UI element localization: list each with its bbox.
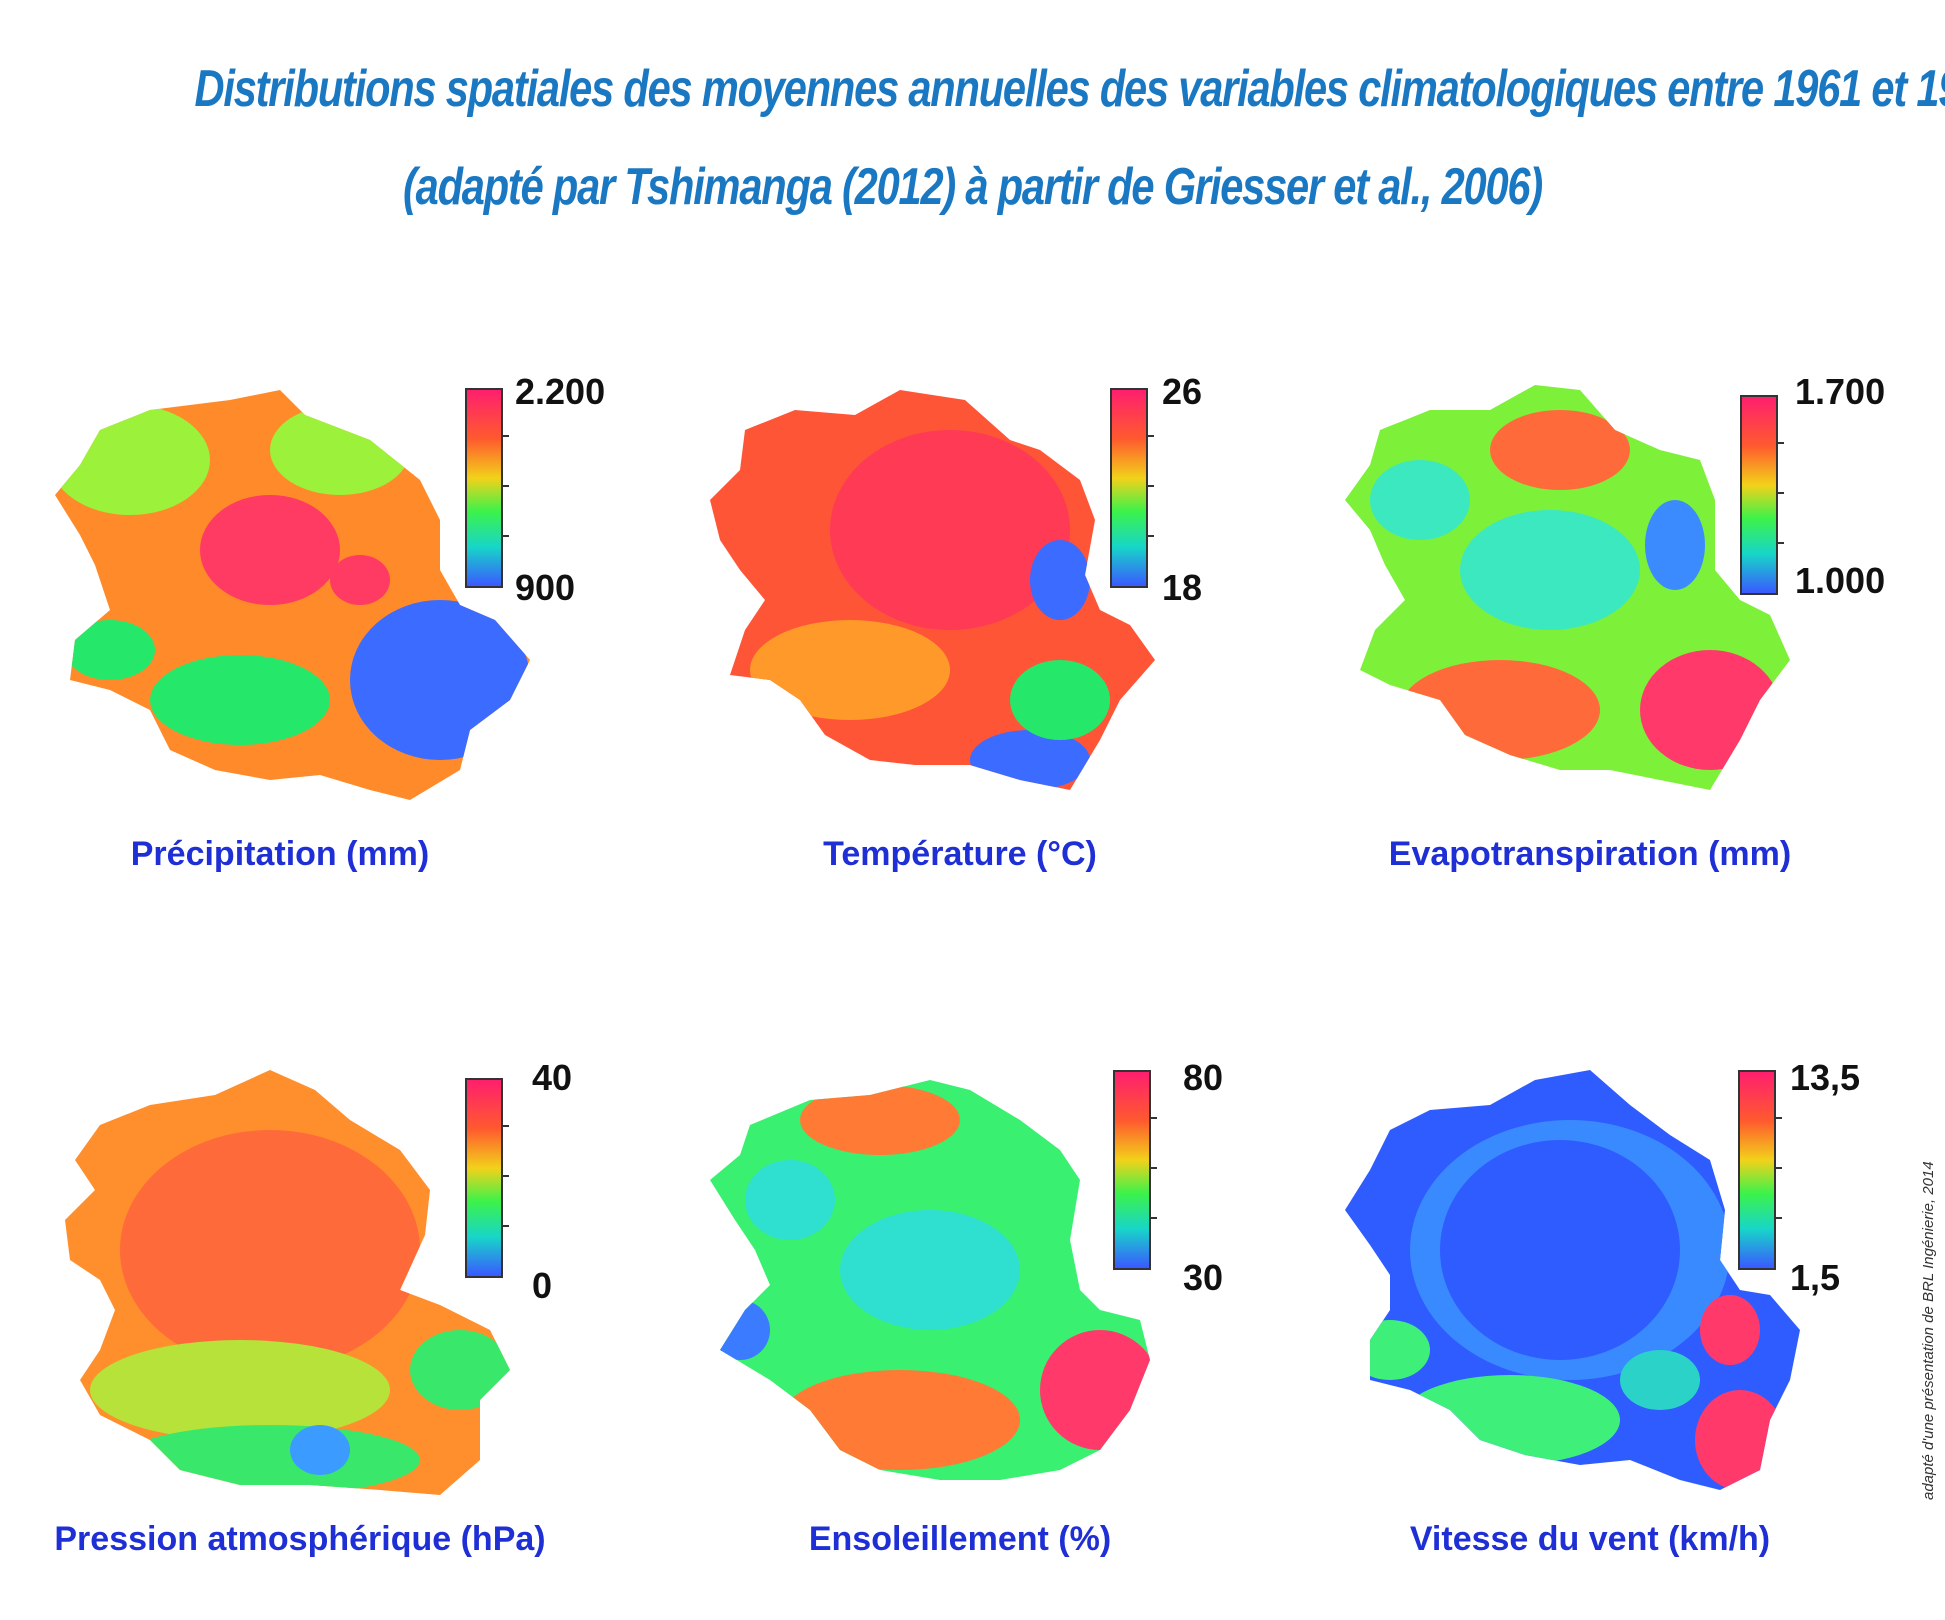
panel-precipitation: 2.200 900 Précipitation (mm)	[40, 370, 640, 930]
scale-max-label: 80	[1183, 1057, 1224, 1098]
colorbar	[1110, 388, 1154, 588]
map-region	[830, 430, 1070, 630]
map-region	[750, 620, 950, 720]
map-region	[290, 1425, 350, 1475]
map-region	[120, 1425, 420, 1495]
map-region	[1400, 1375, 1620, 1465]
panel-pression: 40 0 Pression atmosphérique (hPa)	[40, 1060, 640, 1620]
title-line-2: (adapté par Tshimanga (2012) à partir de…	[402, 158, 1543, 216]
map-region	[1440, 1140, 1680, 1360]
map-region	[970, 730, 1090, 790]
map-region	[840, 1210, 1020, 1330]
map-region	[710, 1300, 770, 1360]
map-region	[270, 405, 410, 495]
pression-map	[65, 1070, 510, 1495]
map-region	[1010, 660, 1110, 740]
scale-max-label: 1.700	[1795, 371, 1886, 412]
precipitation-map	[55, 390, 530, 800]
map-region	[65, 620, 155, 680]
map-region	[120, 1130, 420, 1370]
colorbar	[1113, 1070, 1157, 1270]
panel-caption: Pression atmosphérique (hPa)	[54, 1520, 546, 1558]
map-region	[55, 405, 210, 515]
scale-min-label: 1.000	[1795, 560, 1886, 601]
scale-min-label: 900	[515, 567, 576, 608]
title-block: Distributions spatiales des moyennes ann…	[0, 40, 1945, 236]
scale-max-label: 40	[532, 1057, 573, 1098]
map-region	[1460, 510, 1640, 630]
panel-caption: Ensoleillement (%)	[808, 1520, 1112, 1558]
panel-caption: Précipitation (mm)	[130, 835, 430, 873]
map-region	[410, 1330, 510, 1410]
map-region	[1620, 1350, 1700, 1410]
scale-min-label: 30	[1183, 1257, 1224, 1298]
scale-max-label: 26	[1162, 371, 1203, 412]
panel-caption: Evapotranspiration (mm)	[1388, 835, 1792, 873]
panel-evapotranspiration: 1.700 1.000 Evapotranspiration (mm)	[1330, 370, 1930, 930]
map-region	[330, 555, 390, 605]
evapotranspiration-map	[1345, 385, 1790, 790]
map-region	[1695, 1390, 1785, 1490]
temperature-map	[710, 390, 1155, 790]
scale-min-label: 18	[1162, 567, 1203, 608]
panel-caption: Vitesse du vent (km/h)	[1409, 1520, 1771, 1558]
map-region	[745, 1160, 835, 1240]
map-region	[780, 1370, 1020, 1470]
map-region	[1400, 660, 1600, 760]
scale-min-label: 1,5	[1790, 1257, 1841, 1298]
colorbar	[1738, 1070, 1782, 1270]
title-line-1: Distributions spatiales des moyennes ann…	[194, 60, 1945, 118]
colorbar	[465, 388, 509, 588]
map-region	[1645, 500, 1705, 590]
map-region	[200, 495, 340, 605]
map-region	[1640, 650, 1780, 770]
map-region	[1490, 410, 1630, 490]
map-region	[150, 655, 330, 745]
source-credit: adapté d'une présentation de BRL Ingénie…	[1920, 1161, 1937, 1500]
map-region	[350, 600, 530, 760]
map-region	[1350, 1320, 1430, 1380]
scale-min-label: 0	[532, 1265, 553, 1306]
map-region	[90, 1340, 390, 1440]
map-region	[1370, 460, 1470, 540]
scale-max-label: 2.200	[515, 371, 606, 412]
map-region	[1040, 1330, 1150, 1450]
ensoleillement-map	[710, 1080, 1150, 1480]
panel-ensoleillement: 80 30 Ensoleillement (%)	[700, 1060, 1300, 1620]
map-region	[1700, 1295, 1760, 1365]
map-region	[1030, 540, 1090, 620]
scale-max-label: 13,5	[1790, 1057, 1861, 1098]
colorbar	[465, 1078, 509, 1278]
vitesse-vent-map	[1345, 1070, 1800, 1490]
panel-vitesse-vent: 13,5 1,5 Vitesse du vent (km/h)	[1330, 1060, 1930, 1620]
map-region	[800, 1085, 960, 1155]
panel-temperature: 26 18 Température (°C)	[700, 370, 1300, 930]
colorbar	[1740, 395, 1784, 595]
panel-caption: Température (°C)	[823, 835, 1097, 873]
